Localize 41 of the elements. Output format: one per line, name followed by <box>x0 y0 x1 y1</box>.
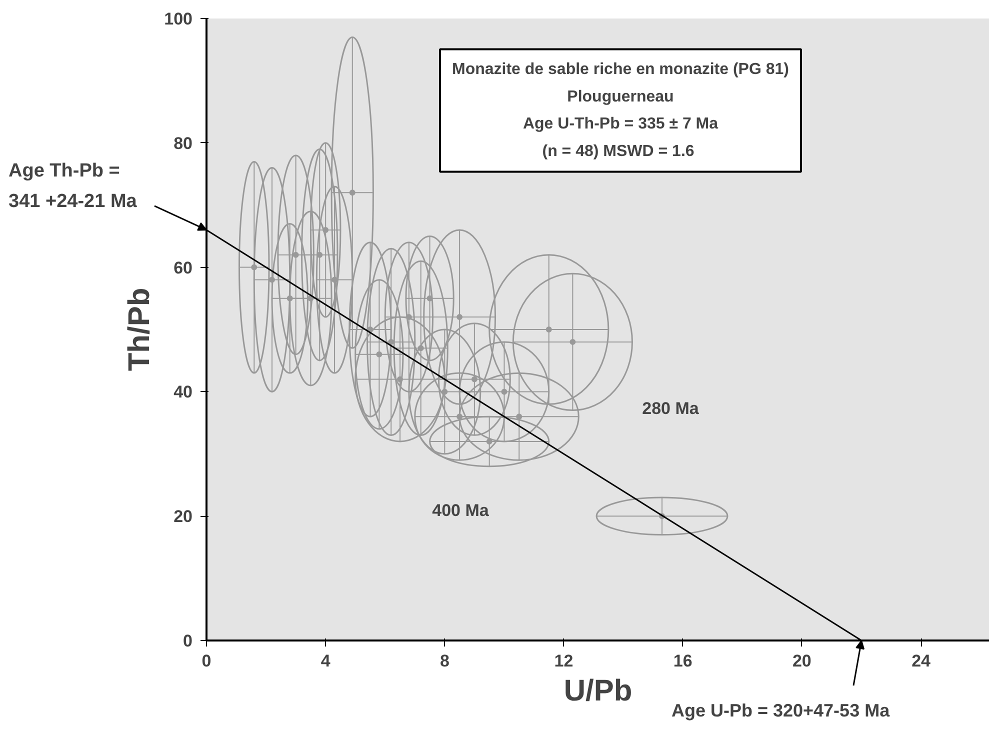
point <box>397 376 404 382</box>
point <box>286 295 293 302</box>
point <box>456 314 463 320</box>
x-tick-label: 16 <box>673 652 692 670</box>
annotation: Plouguerneau <box>567 88 674 106</box>
y-tick-label: 0 <box>183 632 193 650</box>
x-tick-label: 8 <box>440 652 450 670</box>
point <box>251 264 258 270</box>
point <box>442 388 448 395</box>
point <box>322 226 329 233</box>
x-tick-label: 12 <box>554 652 574 670</box>
x-axis-title: U/Pb <box>564 674 632 708</box>
annotation: 400 Ma <box>432 501 490 520</box>
point <box>376 351 382 358</box>
y-tick-label: 40 <box>174 382 193 402</box>
x-tick-label: 4 <box>320 652 331 670</box>
x-tick-label: 24 <box>912 652 932 670</box>
annotation: 280 Ma <box>642 399 700 418</box>
point <box>546 326 552 332</box>
point <box>516 414 522 420</box>
x-tick-label: 20 <box>792 652 812 670</box>
point <box>471 376 478 382</box>
annotation: Monazite de sable riche en monazite (PG 81) <box>452 61 789 78</box>
point <box>349 190 356 196</box>
point <box>269 276 275 283</box>
annotation: (n = 48) MSWD = 1.6 <box>542 142 694 160</box>
point <box>418 345 424 352</box>
x-tick-label: 0 <box>202 652 212 670</box>
y-tick-label: 60 <box>174 258 193 278</box>
y-tick-label: 80 <box>174 134 193 153</box>
annotation: Age Th-Pb = 341 +24-21 Ma <box>8 160 138 212</box>
point <box>406 314 412 320</box>
annotation: Age U-Pb = 320+47-53 Ma <box>671 700 891 720</box>
point <box>570 338 576 345</box>
point <box>426 295 433 302</box>
y-tick-label: 100 <box>164 10 193 28</box>
y-axis-title: Th/Pb <box>123 288 156 372</box>
point <box>292 252 299 258</box>
point <box>501 388 508 395</box>
annotation: Age U-Th-Pb = 335 ± 7 Ma <box>522 116 718 133</box>
y-tick-label: 20 <box>174 507 193 526</box>
